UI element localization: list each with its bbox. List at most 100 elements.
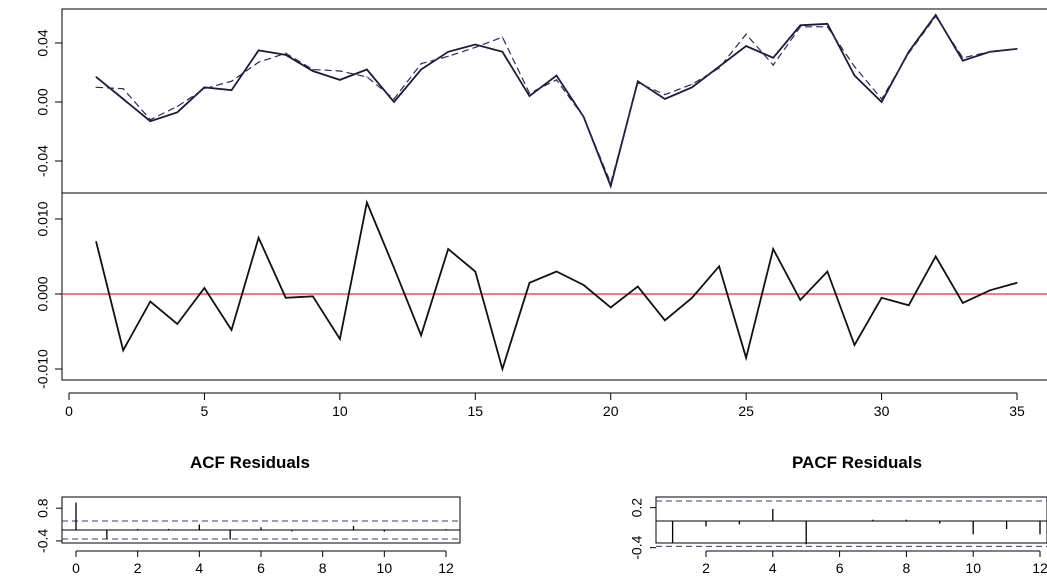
- observed-series-line: [95, 13, 1018, 190]
- acf-panel: ACF Residuals 0.8 -0.4 0 2 4 6 8 10 12: [35, 453, 461, 576]
- residual-point: [962, 302, 964, 304]
- x-tick-label: 15: [467, 403, 483, 419]
- series-point: [799, 24, 801, 26]
- residual-point: [691, 297, 693, 299]
- series-point: [718, 66, 720, 68]
- y-tick-label: 0.00: [35, 88, 51, 115]
- series-point: [528, 92, 531, 94]
- series-point: [285, 54, 287, 56]
- residual-point: [501, 368, 503, 370]
- series-point: [420, 63, 422, 65]
- series-point: [881, 101, 883, 103]
- x-tick-label: 2: [134, 560, 142, 576]
- y-tick-label: 0.8: [35, 498, 51, 518]
- series-point: [474, 46, 476, 49]
- residual-point: [122, 349, 124, 351]
- series-point: [962, 57, 964, 59]
- y-tick-label: 0.010: [35, 201, 51, 236]
- residuals-line: [95, 199, 1018, 373]
- x-tick-label: 12: [438, 560, 454, 576]
- y-tick-label: 0.000: [35, 276, 51, 311]
- series-point: [610, 182, 612, 184]
- series-point: [230, 80, 233, 82]
- series-point: [881, 98, 883, 100]
- residual-point: [203, 287, 205, 289]
- series-point: [203, 86, 205, 88]
- series-point: [989, 51, 991, 53]
- correlogram-frame: [61, 496, 461, 544]
- series-point: [664, 98, 666, 100]
- series-point: [772, 64, 774, 66]
- fitted-panel-frame: [61, 8, 1047, 194]
- residuals-panel: 0.010 0.000 -0.010 0 5 10 15 20 25 30 35: [35, 192, 1047, 419]
- series-point: [962, 60, 964, 62]
- series-point: [799, 26, 801, 28]
- residual-point: [881, 297, 883, 299]
- series-point: [285, 52, 287, 54]
- series-point: [935, 14, 937, 16]
- series-point: [664, 94, 666, 96]
- x-tick-label: 20: [603, 403, 619, 419]
- residual-point: [853, 344, 856, 346]
- residual-point: [664, 319, 666, 321]
- series-point: [176, 105, 178, 107]
- residual-point: [447, 248, 449, 250]
- series-point: [122, 88, 124, 90]
- correlogram-frame: [655, 496, 1047, 544]
- residuals-panel-frame: [61, 192, 1047, 381]
- x-tick-label: 10: [332, 403, 348, 419]
- correlogram-title: PACF Residuals: [792, 453, 922, 472]
- series-point: [555, 79, 558, 81]
- residual-point: [258, 237, 260, 239]
- x-tick-label: 8: [903, 560, 911, 576]
- residual-point: [908, 304, 910, 306]
- series-point: [149, 120, 151, 122]
- series-point: [691, 86, 693, 88]
- series-point: [908, 52, 910, 54]
- series-point: [366, 76, 368, 78]
- x-tick-label: 2: [702, 560, 710, 576]
- x-tick-label: 6: [836, 560, 844, 576]
- series-point: [745, 33, 747, 35]
- series-point: [312, 68, 314, 71]
- series-point: [555, 74, 558, 77]
- series-point: [501, 51, 503, 53]
- residual-point: [718, 265, 720, 267]
- series-point: [420, 68, 422, 71]
- x-tick-label: 4: [769, 560, 777, 576]
- residual-point: [637, 285, 639, 288]
- series-point: [691, 83, 693, 85]
- x-tick-label: 10: [377, 560, 393, 576]
- x-tick-label: 8: [319, 560, 327, 576]
- fitted-series-panel: 0.04 0.00 -0.04: [35, 8, 1047, 194]
- residual-point: [799, 299, 801, 301]
- residual-point: [528, 282, 531, 284]
- residual-point: [474, 270, 476, 273]
- residual-point: [312, 295, 314, 297]
- residual-point: [610, 306, 612, 309]
- residual-point: [176, 323, 178, 325]
- series-point: [826, 23, 829, 25]
- x-tick-label: 4: [195, 560, 203, 576]
- residual-point: [366, 201, 368, 204]
- series-point: [853, 66, 856, 68]
- residual-point: [285, 297, 287, 299]
- series-point: [637, 82, 639, 84]
- x-tick-label: 25: [738, 403, 754, 419]
- series-point: [176, 111, 178, 113]
- residual-point: [1016, 282, 1018, 284]
- series-point: [95, 76, 97, 78]
- series-point: [393, 98, 395, 100]
- series-point: [203, 88, 205, 90]
- x-tick-label: 35: [1009, 403, 1025, 419]
- residual-point: [230, 329, 233, 331]
- residual-point: [583, 284, 585, 286]
- series-point: [339, 79, 341, 81]
- series-point: [393, 101, 395, 103]
- x-tick-label: 12: [1032, 560, 1047, 576]
- y-tick-label: -0.04: [35, 145, 51, 177]
- series-point: [853, 74, 856, 77]
- residual-point: [745, 357, 747, 359]
- residual-point: [420, 334, 422, 336]
- series-point: [1016, 48, 1018, 50]
